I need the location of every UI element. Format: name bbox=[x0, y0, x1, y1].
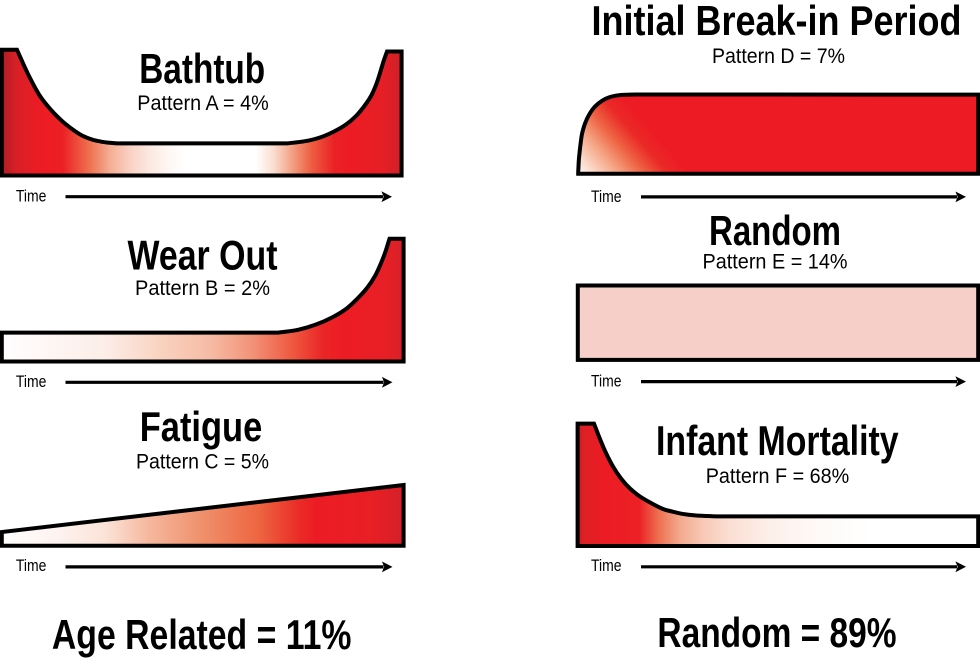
svg-text:Time: Time bbox=[591, 188, 622, 206]
svg-text:Pattern C = 5%: Pattern C = 5% bbox=[136, 450, 269, 474]
svg-text:Pattern F = 68%: Pattern F = 68% bbox=[706, 464, 850, 488]
svg-text:Pattern E = 14%: Pattern E = 14% bbox=[703, 249, 848, 273]
svg-text:Random: Random bbox=[709, 207, 841, 254]
svg-text:Infant Mortality: Infant Mortality bbox=[656, 417, 899, 464]
svg-text:Random = 89%: Random = 89% bbox=[657, 609, 896, 656]
svg-text:Pattern B = 2%: Pattern B = 2% bbox=[135, 276, 270, 300]
svg-text:Initial Break-in Period: Initial Break-in Period bbox=[592, 0, 962, 44]
svg-text:Time: Time bbox=[16, 187, 47, 205]
svg-text:Fatigue: Fatigue bbox=[140, 403, 263, 450]
svg-text:Time: Time bbox=[16, 557, 47, 575]
svg-text:Time: Time bbox=[16, 373, 47, 391]
svg-text:Time: Time bbox=[591, 557, 622, 575]
svg-text:Pattern A = 4%: Pattern A = 4% bbox=[137, 91, 268, 115]
svg-text:Bathtub: Bathtub bbox=[139, 45, 265, 92]
svg-text:Pattern D = 7%: Pattern D = 7% bbox=[712, 44, 845, 68]
svg-text:Wear Out: Wear Out bbox=[128, 232, 278, 279]
svg-text:Age Related = 11%: Age Related = 11% bbox=[52, 611, 352, 658]
svg-text:Time: Time bbox=[591, 373, 622, 391]
